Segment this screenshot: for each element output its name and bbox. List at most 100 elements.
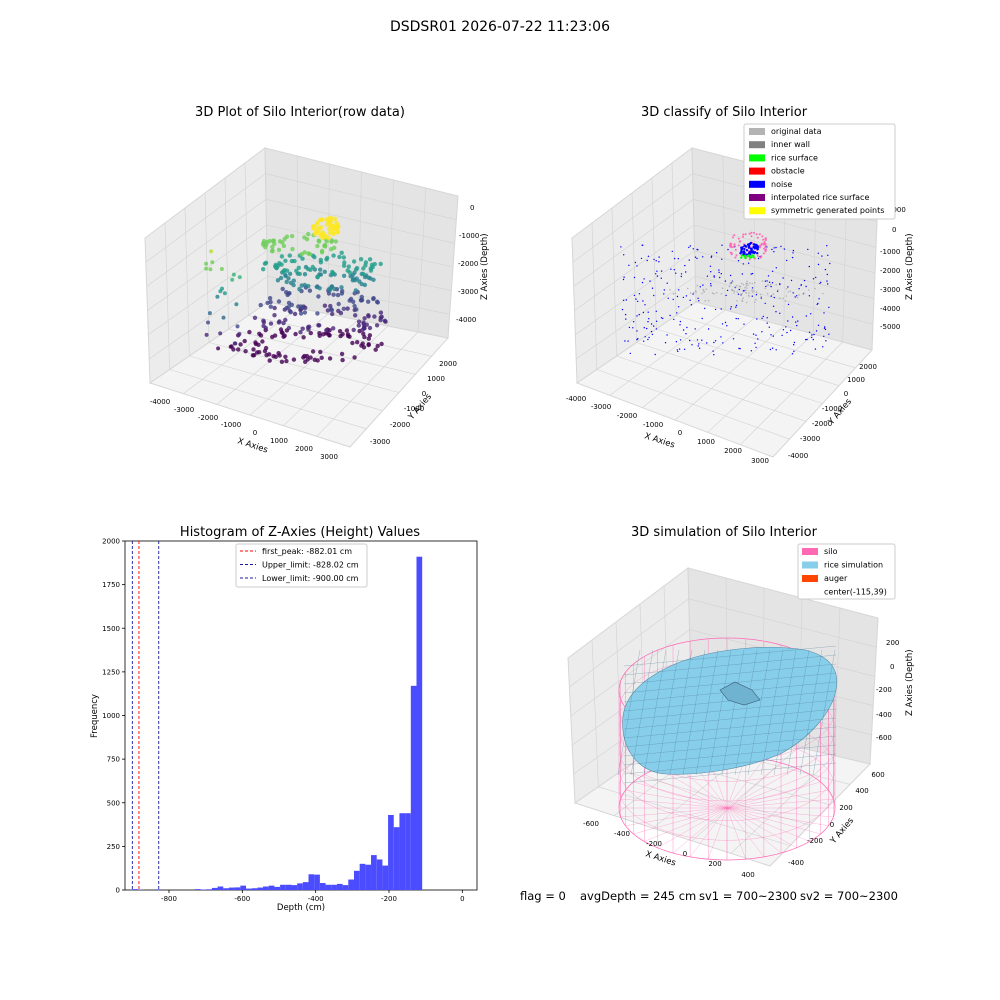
data-point — [332, 216, 338, 221]
data-point — [324, 257, 329, 262]
original-point — [755, 291, 758, 293]
noise-point — [641, 281, 644, 284]
noise-point — [714, 308, 717, 311]
hist-vlines — [131, 541, 160, 890]
noise-point — [644, 336, 646, 338]
histogram-bar — [365, 864, 372, 890]
data-point — [337, 254, 342, 260]
wall-point — [744, 233, 747, 236]
noise-point — [672, 298, 674, 301]
data-point — [261, 320, 267, 325]
noise-point — [649, 280, 651, 282]
legend-label: original data — [771, 127, 822, 136]
original-point — [769, 284, 772, 286]
noise-point — [684, 264, 686, 267]
noise-point — [808, 265, 810, 268]
noise-point — [805, 315, 807, 317]
noise-point — [688, 246, 690, 249]
silo-spoke — [644, 774, 728, 809]
rice-surface-point — [747, 254, 750, 257]
data-point — [310, 349, 316, 354]
original-point — [689, 292, 692, 294]
noise-point — [732, 338, 735, 340]
mesh-line — [695, 649, 719, 776]
data-point — [361, 331, 366, 336]
noise-point — [790, 279, 793, 282]
noise-point — [780, 245, 782, 248]
original-point — [755, 298, 757, 301]
data-point — [335, 292, 341, 298]
noise-point — [709, 265, 712, 267]
gridline — [621, 770, 811, 826]
noise-point — [663, 289, 665, 291]
noise-point — [679, 339, 682, 341]
original-point — [713, 293, 715, 295]
noise-point — [677, 258, 679, 260]
noise-point — [636, 338, 638, 341]
original-point — [731, 281, 734, 283]
data-point — [372, 314, 377, 319]
data-point — [331, 253, 336, 258]
data-point — [345, 306, 350, 311]
noise-point — [789, 329, 792, 332]
noise-point — [622, 299, 625, 301]
data-point — [315, 275, 320, 280]
legend-label: inner wall — [771, 140, 810, 149]
original-point — [715, 292, 718, 294]
noise-point — [654, 353, 656, 356]
mesh-line — [623, 753, 837, 775]
y-tick-label: 1250 — [102, 668, 120, 676]
original-point — [669, 289, 671, 291]
data-point — [378, 261, 383, 267]
data-point — [286, 276, 291, 281]
legend-swatch — [749, 167, 765, 175]
silo-spoke — [620, 798, 728, 809]
data-point — [306, 231, 311, 237]
noise-point — [796, 324, 798, 327]
noise-point — [766, 280, 768, 282]
noise-point — [827, 254, 829, 256]
original-point — [729, 283, 731, 285]
gridline — [267, 276, 450, 315]
noise-point — [676, 349, 678, 351]
noise-point — [757, 257, 760, 260]
data-point — [374, 299, 380, 304]
wall-point — [754, 257, 756, 260]
histogram-bar — [319, 883, 326, 890]
noise-point — [655, 310, 657, 312]
original-point — [740, 282, 743, 285]
histogram-bar — [348, 879, 354, 890]
data-point — [287, 253, 292, 258]
noise-point — [624, 340, 626, 342]
original-point — [707, 299, 710, 302]
silo-spoke — [644, 807, 728, 842]
noise-point — [791, 316, 794, 318]
noise-point — [643, 340, 645, 342]
wall-point — [764, 250, 767, 253]
noise-point — [766, 317, 768, 319]
sim-rice-surface — [617, 645, 838, 784]
data-point — [267, 358, 272, 363]
cls-legend-items: original data inner wall rice surface obsta… — [749, 127, 884, 215]
noise-point — [683, 348, 686, 350]
wall-point — [750, 235, 753, 238]
noise-point — [805, 285, 807, 288]
gridline — [570, 629, 690, 717]
x-tick-label: -800 — [161, 895, 177, 903]
hist-x-label: Depth (cm) — [277, 903, 325, 913]
noise-point — [625, 318, 627, 320]
noise-point — [726, 325, 728, 327]
original-point — [782, 297, 784, 300]
histogram-bar — [405, 813, 411, 890]
noise-point — [706, 342, 708, 344]
cls-x-tick: -2000 — [617, 412, 637, 420]
wall-point — [763, 240, 766, 243]
silo-spoke — [620, 807, 728, 818]
silo-spoke — [689, 807, 728, 858]
data-point — [302, 250, 307, 255]
data-point — [219, 267, 224, 271]
data-point — [272, 305, 277, 311]
silo-spoke — [726, 762, 782, 809]
data-point — [290, 246, 295, 252]
data-point — [351, 327, 356, 333]
